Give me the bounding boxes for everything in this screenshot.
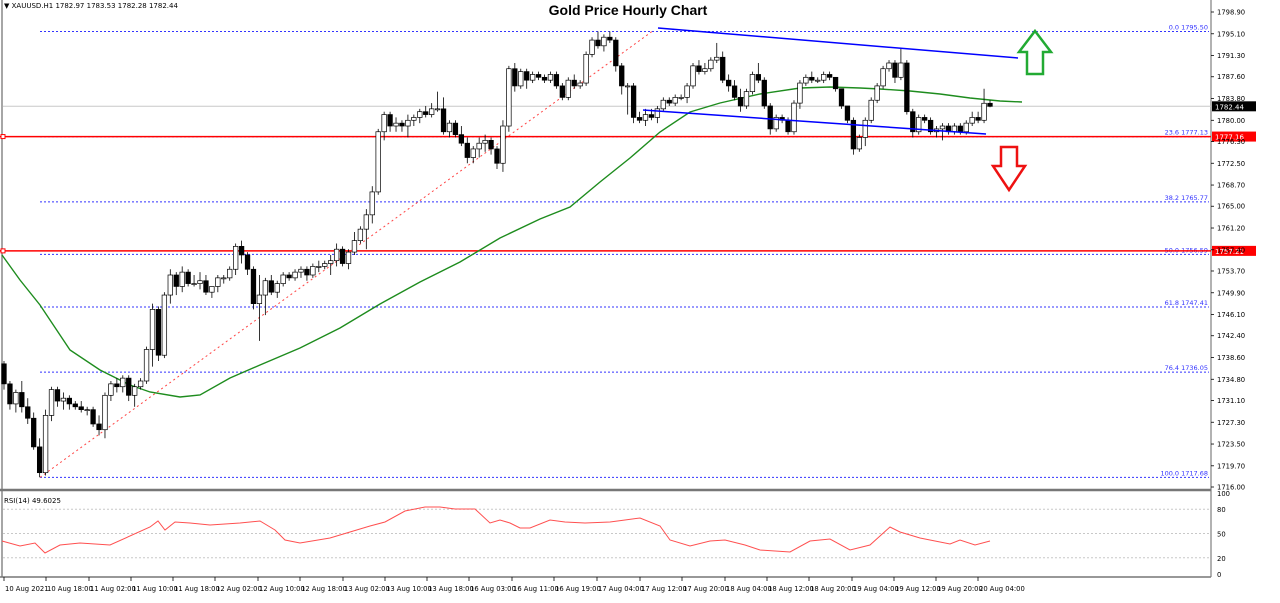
svg-text:80: 80: [1217, 506, 1226, 514]
svg-text:17 Aug 04:00: 17 Aug 04:00: [598, 585, 644, 593]
svg-text:13 Aug 02:00: 13 Aug 02:00: [344, 585, 390, 593]
svg-text:1783.80: 1783.80: [1217, 95, 1245, 103]
svg-text:1746.10: 1746.10: [1217, 311, 1245, 319]
svg-text:100.0 1717.68: 100.0 1717.68: [1160, 469, 1208, 477]
svg-text:76.4 1736.05: 76.4 1736.05: [1165, 364, 1208, 372]
svg-text:10 Aug 2021: 10 Aug 2021: [5, 585, 49, 593]
svg-text:1772.50: 1772.50: [1217, 160, 1245, 168]
fib-level-100: 100.0 1717.68: [40, 469, 1209, 478]
svg-text:38.2 1765.77: 38.2 1765.77: [1165, 194, 1208, 202]
axes: 1798.90 1795.10 1791.30 1787.60 1783.80 1780.…: [3, 9, 1256, 593]
descending-channel: [642, 27, 1019, 135]
symbol-ohlc-info: ▼ XAUUSD.H1 1782.97 1783.53 1782.28 1782…: [4, 2, 178, 10]
svg-text:20 Aug 04:00: 20 Aug 04:00: [979, 585, 1025, 593]
svg-text:18 Aug 12:00: 18 Aug 12:00: [768, 585, 814, 593]
support-resistance-line[interactable]: 1777.16: [0, 131, 1256, 142]
svg-text:20: 20: [1217, 555, 1226, 563]
svg-text:1731.10: 1731.10: [1217, 397, 1245, 405]
svg-text:1734.80: 1734.80: [1217, 376, 1245, 384]
svg-text:18 Aug 20:00: 18 Aug 20:00: [810, 585, 856, 593]
svg-text:1738.60: 1738.60: [1217, 354, 1245, 362]
svg-text:17 Aug 20:00: 17 Aug 20:00: [683, 585, 729, 593]
svg-text:1798.90: 1798.90: [1217, 9, 1245, 17]
arrow-down-icon: [990, 145, 1028, 193]
fib-level-76.4: 76.4 1736.05: [40, 364, 1209, 373]
fib-level-38.2: 38.2 1765.77: [40, 194, 1209, 203]
fib-trend-line: [39, 31, 653, 478]
fib-level-0: 0.0 1795.50: [40, 23, 1209, 32]
svg-text:16 Aug 11:00: 16 Aug 11:00: [513, 585, 559, 593]
svg-text:1776.30: 1776.30: [1217, 138, 1245, 146]
horizontal-lines: 1777.16 1757.21: [0, 131, 1256, 256]
svg-text:1742.40: 1742.40: [1217, 332, 1245, 340]
candles: [1, 31, 993, 478]
svg-text:0: 0: [1217, 571, 1221, 579]
svg-text:16 Aug 03:00: 16 Aug 03:00: [470, 585, 516, 593]
svg-text:16 Aug 19:00: 16 Aug 19:00: [555, 585, 601, 593]
svg-text:1757.21: 1757.21: [1215, 248, 1244, 256]
svg-text:1795.10: 1795.10: [1217, 30, 1245, 38]
svg-text:19 Aug 12:00: 19 Aug 12:00: [895, 585, 941, 593]
svg-text:1753.70: 1753.70: [1217, 267, 1245, 275]
svg-text:1716.00: 1716.00: [1217, 484, 1245, 492]
svg-text:23.6 1777.13: 23.6 1777.13: [1165, 129, 1208, 137]
svg-text:19 Aug 04:00: 19 Aug 04:00: [853, 585, 899, 593]
svg-text:17 Aug 12:00: 17 Aug 12:00: [641, 585, 687, 593]
svg-text:11 Aug 18:00: 11 Aug 18:00: [174, 585, 220, 593]
svg-text:1757.40: 1757.40: [1217, 246, 1245, 254]
svg-text:12 Aug 10:00: 12 Aug 10:00: [259, 585, 305, 593]
svg-text:100: 100: [1217, 490, 1230, 498]
svg-text:61.8 1747.41: 61.8 1747.41: [1165, 299, 1208, 307]
svg-text:1768.70: 1768.70: [1217, 182, 1245, 190]
svg-text:1765.00: 1765.00: [1217, 203, 1245, 211]
moving-average-line: [1, 86, 1023, 398]
rsi-indicator: 100 80 50 20 0: [1, 490, 1230, 579]
svg-text:1723.50: 1723.50: [1217, 441, 1245, 449]
svg-text:10 Aug 18:00: 10 Aug 18:00: [47, 585, 93, 593]
fib-level-61.8: 61.8 1747.41: [40, 299, 1209, 308]
support-resistance-line[interactable]: 1757.21: [0, 245, 1256, 256]
svg-text:19 Aug 20:00: 19 Aug 20:00: [937, 585, 983, 593]
svg-text:1782.44: 1782.44: [1215, 103, 1244, 111]
svg-text:1777.16: 1777.16: [1215, 134, 1244, 142]
svg-text:1719.70: 1719.70: [1217, 462, 1245, 470]
svg-text:1780.00: 1780.00: [1217, 117, 1245, 125]
svg-text:1791.30: 1791.30: [1217, 52, 1245, 60]
svg-text:13 Aug 18:00: 13 Aug 18:00: [428, 585, 474, 593]
svg-text:12 Aug 02:00: 12 Aug 02:00: [216, 585, 262, 593]
arrows: [990, 28, 1054, 193]
svg-text:1787.60: 1787.60: [1217, 73, 1245, 81]
svg-text:12 Aug 18:00: 12 Aug 18:00: [301, 585, 347, 593]
svg-text:11 Aug 02:00: 11 Aug 02:00: [90, 585, 136, 593]
svg-text:1761.20: 1761.20: [1217, 225, 1245, 233]
svg-text:18 Aug 04:00: 18 Aug 04:00: [726, 585, 772, 593]
svg-text:50: 50: [1217, 531, 1226, 539]
svg-text:1749.90: 1749.90: [1217, 289, 1245, 297]
svg-text:11 Aug 10:00: 11 Aug 10:00: [132, 585, 178, 593]
svg-text:0.0 1795.50: 0.0 1795.50: [1169, 23, 1208, 31]
svg-text:1727.30: 1727.30: [1217, 419, 1245, 427]
chart-title: Gold Price Hourly Chart: [548, 2, 708, 18]
svg-text:13 Aug 10:00: 13 Aug 10:00: [386, 585, 432, 593]
arrow-up-icon: [1016, 28, 1054, 76]
rsi-label: RSI(14) 49.6025: [4, 497, 61, 505]
